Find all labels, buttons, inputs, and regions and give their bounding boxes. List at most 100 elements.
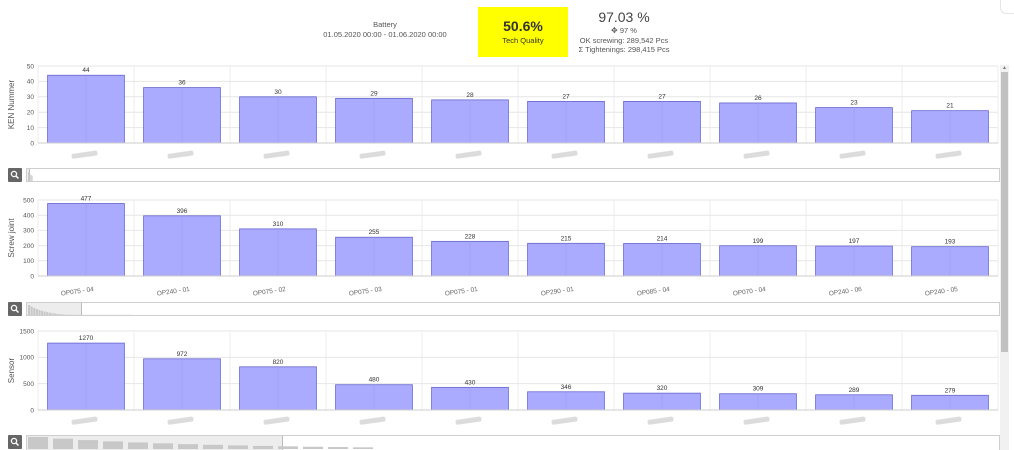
obscured-category-label [839, 150, 866, 159]
category-label: OP290 - 01 [540, 286, 574, 298]
navigator-bar [228, 445, 248, 449]
y-tick-label: 10 [27, 125, 35, 132]
arrow-up-icon[interactable]: ▲ [1002, 65, 1007, 71]
navigator-bar [51, 313, 54, 315]
navigator-bar [353, 447, 373, 449]
navigator-bar [30, 174, 32, 181]
data-label: 255 [369, 229, 380, 236]
navigator-bar [203, 444, 223, 449]
y-axis-title: Sensor [7, 357, 16, 383]
data-label: 972 [177, 351, 188, 358]
navigator-bar [59, 314, 62, 315]
navigator-window-2[interactable] [27, 303, 82, 315]
y-tick-label: 1500 [20, 328, 35, 335]
obscured-category-label [455, 416, 482, 425]
navigator-preview-1 [28, 172, 33, 181]
navigator-bar [303, 446, 323, 449]
navigator-bar [31, 175, 33, 181]
obscured-category-label [647, 416, 674, 425]
navigator-bar [53, 438, 73, 449]
navigator-bar [33, 307, 36, 315]
magnifier-icon [10, 304, 20, 314]
category-label: OP240 - 05 [924, 286, 958, 298]
kpi-label: Tech Quality [502, 36, 544, 45]
obscured-category-label [551, 150, 578, 159]
scrollbar-thumb[interactable] [1001, 72, 1008, 352]
obscured-category-label [839, 416, 866, 425]
navigator-bar [28, 305, 31, 315]
data-label: 26 [754, 95, 762, 102]
obscured-category-label [71, 150, 98, 159]
category-label: OP240 - 01 [156, 286, 190, 298]
y-axis-title: Screw joint [7, 218, 16, 258]
obscured-category-label [263, 416, 290, 425]
target-rate: 97 % [619, 26, 637, 35]
navigator-bar [128, 442, 148, 449]
y-axis-title: KEN Nummer [7, 79, 16, 129]
date-range: 01.05.2020 00:00 - 01.06.2020 00:00 [323, 30, 447, 39]
data-label: 820 [273, 359, 284, 366]
tech-quality-kpi: 50.6% Tech Quality [478, 7, 568, 57]
navigator-bar [253, 445, 273, 449]
navigator-bar [56, 313, 59, 315]
data-label: 346 [561, 384, 572, 391]
range-navigator-2[interactable] [26, 302, 1000, 316]
navigator-bar [28, 437, 48, 449]
report-title: Battery [373, 20, 397, 29]
vertical-scrollbar[interactable]: ▲ [1000, 65, 1009, 450]
navigator-bar [29, 173, 31, 181]
zoom-button-2[interactable] [8, 302, 22, 316]
category-label: OP075 - 03 [348, 286, 382, 298]
navigator-bar [28, 172, 29, 181]
data-label: 28 [466, 92, 474, 99]
navigator-preview-2 [28, 305, 132, 315]
kpi-value: 50.6% [503, 18, 543, 34]
data-label: 1270 [79, 335, 94, 342]
navigator-bar [46, 312, 49, 315]
ok-stats: 97.03 % ✥ 97 % OK screwing: 289,542 Pcs … [574, 8, 674, 55]
navigator-bar [30, 306, 33, 315]
navigator-bar [35, 309, 38, 315]
range-navigator-3[interactable] [26, 435, 1000, 450]
data-label: 21 [946, 103, 954, 110]
category-label: OP240 - 06 [828, 286, 862, 298]
y-tick-label: 30 [27, 94, 35, 101]
data-label: 27 [562, 93, 570, 100]
bar-chart-2: 0 100 200 300 400 500 Screw joint 477 OP075 - 04… [7, 195, 999, 298]
magnifier-icon [10, 437, 20, 447]
y-tick-label: 0 [30, 407, 34, 414]
bar-chart-3: 0 500 1000 1500 Sensor 1270 972 820 480 430 346 320… [7, 328, 999, 425]
zoom-button-3[interactable] [8, 435, 22, 449]
data-label: 44 [82, 67, 90, 74]
data-label: 289 [849, 387, 860, 394]
navigator-bar [48, 312, 51, 315]
data-label: 430 [465, 379, 476, 386]
obscured-category-label [71, 416, 98, 425]
obscured-category-label [647, 150, 674, 159]
window-corner [1000, 0, 1014, 14]
data-label: 36 [178, 80, 186, 87]
y-tick-label: 400 [23, 213, 34, 220]
data-label: 279 [945, 387, 956, 394]
y-tick-label: 0 [30, 273, 34, 280]
total-tightenings: Σ Tightenings: 298,415 Pcs [578, 45, 670, 54]
category-label: OP075 - 04 [60, 286, 94, 298]
ok-rate: 97.03 % [598, 9, 650, 25]
category-label: OP075 - 02 [252, 286, 286, 298]
zoom-button-1[interactable] [8, 168, 22, 182]
data-label: 199 [753, 238, 764, 245]
data-label: 193 [945, 239, 956, 246]
range-navigator-1[interactable] [26, 168, 1000, 182]
data-label: 228 [465, 233, 476, 240]
y-tick-label: 0 [30, 140, 34, 147]
obscured-category-label [935, 416, 962, 425]
y-tick-label: 20 [27, 110, 35, 117]
obscured-category-label [263, 150, 290, 159]
navigator-bar [103, 441, 123, 449]
category-label: OP070 - 04 [732, 286, 766, 298]
navigator-bar [43, 311, 46, 315]
data-label: 310 [273, 221, 284, 228]
y-tick-label: 1000 [20, 355, 35, 362]
data-label: 197 [849, 238, 860, 245]
